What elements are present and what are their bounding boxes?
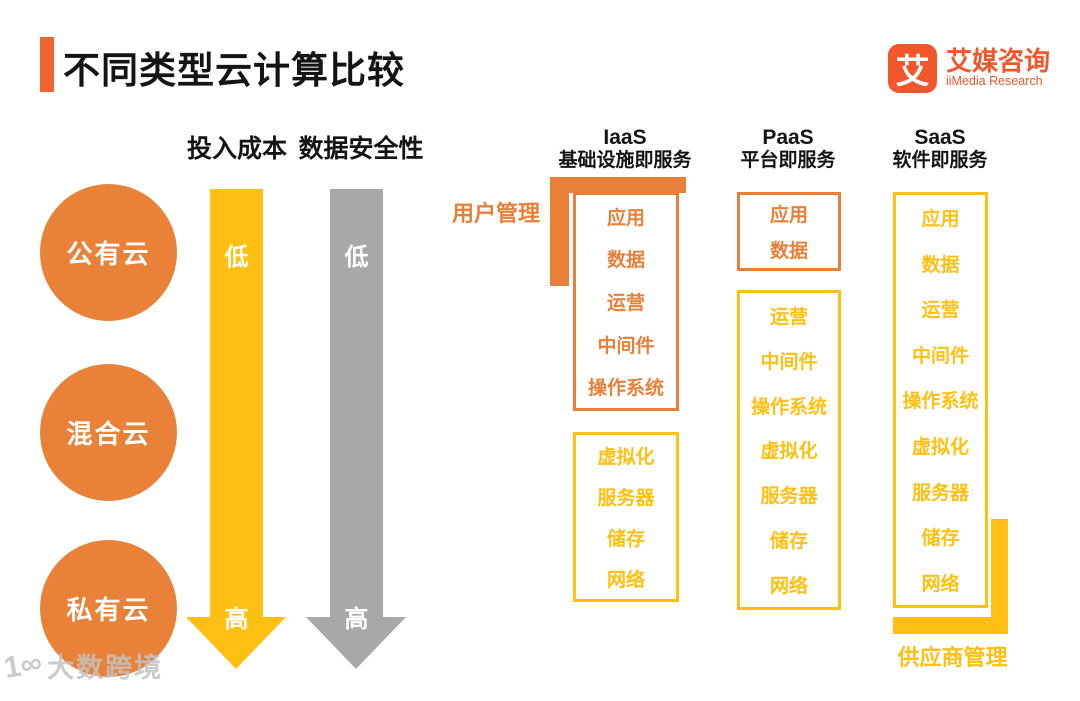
logo-wordmark: 艾媒咨询 iiMedia Research [946,45,1051,89]
layer-cell: 数据 [921,254,960,276]
svc-name: IaaS [603,126,647,149]
layer-cell: 中间件 [911,345,969,367]
layer-cell: 储存 [769,531,808,553]
vendor-management-bracket [893,617,1008,634]
svc-subtitle: 软件即服务 [892,150,988,172]
layer-cell: 虚拟化 [597,447,655,468]
layer-cell: 应用 [921,209,960,231]
iaas-user-managed-box: 应用 数据 运营 中间件 操作系统 [573,192,679,411]
cloud-type-hybrid: 混合云 [40,364,177,501]
security-arrow-head [306,617,406,669]
svc-name: SaaS [914,126,966,149]
layer-cell: 数据 [606,250,645,272]
svc-header-paas: PaaS 平台即服务 [703,126,873,173]
security-arrow-shaft [330,189,383,618]
user-management-bracket [550,177,569,286]
cost-high-label: 高 [224,606,249,633]
layer-cell: 运营 [769,306,808,328]
layer-cell: 操作系统 [750,396,827,418]
layer-cell: 操作系统 [587,378,664,400]
paas-user-managed-box: 应用 数据 [737,192,841,271]
layer-cell: 储存 [921,528,960,550]
cloud-type-label: 私有云 [66,595,151,625]
user-management-label: 用户管理 [451,201,540,226]
iimedia-logo-icon: 艾 [888,44,937,93]
svc-subtitle: 平台即服务 [740,150,836,172]
cloud-type-label: 混合云 [66,419,151,449]
layer-cell: 虚拟化 [911,437,969,458]
layer-cell: 中间件 [760,351,818,373]
cost-low-label: 低 [224,244,249,271]
metric-label-cost: 投入成本 [186,135,287,163]
user-management-bracket [550,177,686,193]
layer-cell: 网络 [606,570,645,591]
layer-cell: 数据 [769,241,808,263]
layer-cell: 网络 [769,575,808,597]
layer-cell: 服务器 [597,488,655,509]
svc-name: PaaS [762,126,814,149]
layer-cell: 服务器 [760,486,818,508]
vendor-management-bracket [991,519,1008,634]
cost-arrow-head [186,617,286,669]
saas-vendor-managed-box: 应用 数据 运营 中间件 操作系统 虚拟化 服务器 储存 网络 [893,192,988,608]
metric-label-security: 数据安全性 [298,135,424,163]
layer-cell: 中间件 [597,335,655,357]
watermark-text: 大数跨境 [47,653,164,683]
security-low-label: 低 [344,244,369,271]
page-title: 不同类型云计算比较 [63,50,405,91]
cloud-type-private: 私有云 [40,540,177,677]
layer-cell: 网络 [921,573,960,595]
watermark-logo-icon: 1∞ [1,645,45,685]
layer-cell: 运营 [606,292,645,314]
vendor-management-label: 供应商管理 [897,645,1008,670]
cost-arrow-shaft [210,189,263,618]
layer-cell: 虚拟化 [760,441,818,463]
title-accent-bar [40,37,54,92]
logo-name-cn: 艾媒咨询 [946,45,1051,76]
iimedia-logo: 艾 艾媒咨询 iiMedia Research [888,44,1050,93]
cloud-type-public: 公有云 [40,184,177,321]
svc-subtitle: 基础设施即服务 [558,150,692,172]
logo-name-en: iiMedia Research [946,74,1043,89]
layer-cell: 操作系统 [902,391,979,413]
security-high-label: 高 [344,606,369,633]
layer-cell: 服务器 [911,482,969,504]
svc-header-saas: SaaS 软件即服务 [855,126,1025,173]
layer-cell: 运营 [921,300,960,322]
cloud-type-label: 公有云 [66,239,151,269]
watermark: 1∞ 大数跨境 [1,645,164,685]
logo-icon-glyph: 艾 [895,53,930,91]
paas-vendor-managed-box: 运营 中间件 操作系统 虚拟化 服务器 储存 网络 [737,290,841,610]
layer-cell: 应用 [769,204,808,226]
iaas-vendor-managed-box: 虚拟化 服务器 储存 网络 [573,432,679,602]
layer-cell: 储存 [606,529,645,550]
svc-header-iaas: IaaS 基础设施即服务 [540,126,710,173]
layer-cell: 应用 [606,207,645,229]
